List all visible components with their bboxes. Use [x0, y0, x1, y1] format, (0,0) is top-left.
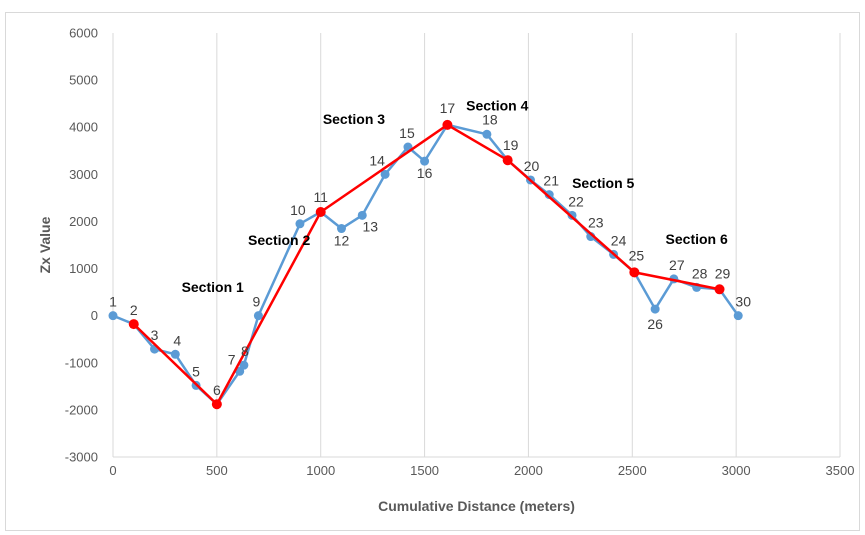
data-point — [380, 169, 390, 179]
section-breakpoint — [211, 399, 222, 410]
data-point-label: 28 — [692, 265, 708, 281]
data-point-label: 16 — [417, 165, 433, 181]
axes: 0 500 1000 1500 2000 2500 3000 3500 -3000 -2000 -1… — [65, 26, 855, 479]
x-tick-label: 2500 — [618, 463, 647, 478]
x-tick-label: 2000 — [514, 463, 543, 478]
data-point — [336, 224, 346, 234]
data-point-label: 12 — [334, 233, 350, 249]
data-point-label: 29 — [715, 265, 731, 281]
data-point — [170, 349, 180, 359]
section-label: Section 3 — [323, 111, 385, 127]
data-point-label: 4 — [173, 332, 181, 348]
data-point-label: 19 — [503, 137, 519, 153]
section-breakpoint — [714, 284, 725, 295]
y-tick-label: -2000 — [65, 402, 98, 417]
y-tick-label: 1000 — [69, 261, 98, 276]
section-breakpoint — [502, 155, 513, 166]
data-point — [295, 219, 305, 229]
data-point — [733, 311, 743, 321]
data-point — [544, 190, 554, 200]
data-point-label: 7 — [228, 351, 236, 367]
section-breakpoint — [128, 319, 139, 330]
x-axis-title: Cumulative Distance (meters) — [378, 498, 575, 514]
section-breakpoint — [442, 119, 453, 130]
section-breakpoint — [629, 267, 640, 278]
data-point — [108, 311, 118, 321]
data-point-label: 9 — [253, 294, 261, 310]
x-tick-label: 500 — [206, 463, 228, 478]
data-point-label: 22 — [568, 193, 584, 209]
data-point-label: 10 — [290, 202, 306, 218]
section-annotations: Section 1 Section 2 Section 3 Section 4 Sect… — [182, 97, 728, 295]
grid — [112, 33, 841, 457]
data-point — [420, 156, 430, 166]
data-point — [239, 360, 249, 370]
y-tick-label: 4000 — [69, 120, 98, 135]
y-axis-title: Zx Value — [37, 216, 53, 273]
y-tick-label: -3000 — [65, 450, 98, 465]
section-label: Section 2 — [248, 232, 310, 248]
section-breakpoint — [315, 207, 326, 218]
data-point-label: 25 — [629, 247, 645, 263]
data-point-label: 2 — [130, 302, 138, 318]
x-tick-label: 3500 — [826, 463, 855, 478]
y-tick-label: 2000 — [69, 214, 98, 229]
data-point-label: 1 — [109, 294, 117, 310]
data-point-label: 20 — [524, 158, 540, 174]
data-point-label: 13 — [362, 218, 378, 234]
section-label: Section 1 — [182, 279, 244, 295]
data-point-label: 5 — [192, 363, 200, 379]
y-tick-label: -1000 — [65, 355, 98, 370]
y-tick-label: 6000 — [69, 26, 98, 41]
section-label: Section 6 — [666, 231, 728, 247]
data-point-label: 14 — [369, 152, 385, 168]
data-point-label: 17 — [440, 100, 456, 116]
data-point-label: 30 — [735, 294, 751, 310]
data-point — [253, 311, 263, 321]
data-point-label: 6 — [213, 382, 221, 398]
data-point-label: 3 — [151, 327, 159, 343]
data-point-label: 24 — [611, 232, 627, 248]
data-point-label: 15 — [399, 125, 415, 141]
y-tick-label: 3000 — [69, 167, 98, 182]
section-label: Section 5 — [572, 175, 634, 191]
section-label: Section 4 — [466, 97, 528, 113]
y-tick-label: 5000 — [69, 73, 98, 88]
data-point-label: 8 — [241, 343, 249, 359]
data-point-label: 27 — [669, 257, 685, 273]
data-point-label: 11 — [313, 189, 328, 205]
data-point — [482, 129, 492, 139]
series — [108, 119, 743, 410]
y-tick-label: 0 — [91, 308, 98, 323]
data-point-label: 26 — [647, 316, 663, 332]
chart-frame — [5, 12, 860, 531]
x-tick-label: 1500 — [410, 463, 439, 478]
data-point-label: 23 — [588, 215, 604, 231]
x-tick-label: 1000 — [306, 463, 335, 478]
data-point — [357, 210, 367, 220]
data-point-label: 18 — [482, 111, 498, 127]
x-tick-label: 0 — [109, 463, 116, 478]
x-tick-label: 3000 — [722, 463, 751, 478]
data-point — [650, 304, 660, 314]
point-labels: 123 4567891011121314151617181920212223242… — [109, 100, 751, 398]
data-point-label: 21 — [543, 173, 559, 189]
